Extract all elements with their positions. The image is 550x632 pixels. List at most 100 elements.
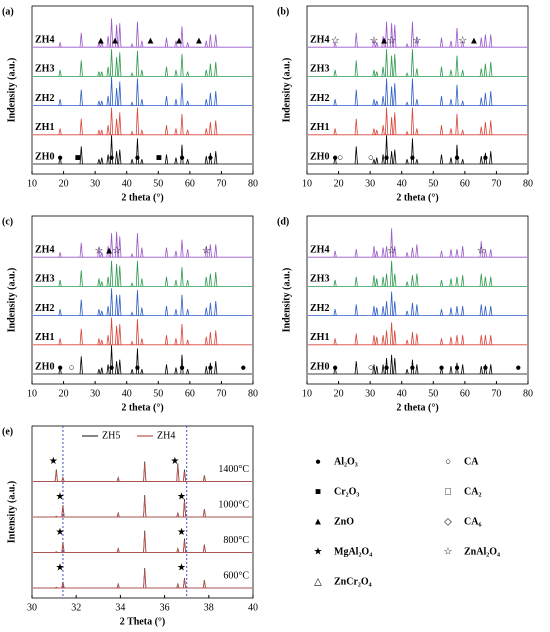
peak xyxy=(393,357,397,375)
phase-marker: ▲ xyxy=(174,35,184,46)
phase-marker: ○ xyxy=(337,152,343,163)
peak xyxy=(439,66,444,77)
peak xyxy=(381,154,385,165)
peak xyxy=(97,278,101,287)
peak xyxy=(106,125,110,135)
phase-marker: ○ xyxy=(68,362,74,373)
peak xyxy=(180,113,184,135)
peak xyxy=(405,72,409,77)
peak xyxy=(390,322,394,345)
peak xyxy=(439,367,444,375)
peak xyxy=(186,279,190,287)
peak xyxy=(483,335,487,345)
peak xyxy=(333,69,337,77)
peak xyxy=(58,252,62,258)
phase-marker: ★ xyxy=(55,527,64,538)
series-label: ZH2 xyxy=(310,303,329,314)
peak xyxy=(143,532,147,553)
peak xyxy=(202,509,206,518)
peak xyxy=(489,91,493,106)
peak xyxy=(410,331,415,345)
peak xyxy=(410,78,415,106)
peak xyxy=(461,335,465,345)
peak xyxy=(54,471,58,482)
peak xyxy=(174,309,178,316)
peak xyxy=(140,99,144,106)
peak xyxy=(449,365,453,375)
peak xyxy=(354,89,358,106)
peak xyxy=(100,100,104,106)
phase-marker: ☆ xyxy=(387,35,396,46)
y-axis-label: Indensity (a.u.) xyxy=(281,268,292,333)
panel-label: (d) xyxy=(277,216,289,227)
series-label: ZH0 xyxy=(310,151,329,162)
peak xyxy=(455,276,459,287)
phase-marker: ▲ xyxy=(469,35,479,46)
peak xyxy=(204,40,208,48)
phase-marker: ▲ xyxy=(110,35,120,46)
phase-marker: ● xyxy=(409,152,415,163)
peak xyxy=(208,244,212,258)
peak xyxy=(439,154,444,165)
peak xyxy=(174,367,178,375)
x-tick-label: 60 xyxy=(185,388,195,399)
peak xyxy=(393,330,397,345)
peak xyxy=(375,250,379,258)
peak xyxy=(375,129,379,135)
peak xyxy=(135,289,140,316)
peak xyxy=(455,335,459,345)
peak xyxy=(100,157,104,165)
phase-marker: ☆ xyxy=(202,245,211,256)
peak xyxy=(439,338,444,345)
peak xyxy=(164,364,169,375)
legend-phase: ZnCr₂O₄ xyxy=(334,576,372,587)
peak xyxy=(410,138,415,165)
peak xyxy=(109,260,114,287)
peak xyxy=(140,40,144,48)
y-axis-label: Indensity (a.u.) xyxy=(281,58,292,123)
peak xyxy=(204,276,208,287)
peak xyxy=(135,21,140,48)
peak xyxy=(384,49,389,77)
peak xyxy=(390,86,394,106)
peak xyxy=(449,278,453,287)
x-tick-label: 20 xyxy=(59,388,69,399)
peak xyxy=(204,155,208,165)
series-label: ZH3 xyxy=(310,64,329,75)
peak xyxy=(176,465,180,482)
x-axis-label: 2 theta (°) xyxy=(396,402,438,413)
phase-marker: ○ xyxy=(368,152,374,163)
peak xyxy=(202,580,206,589)
peak xyxy=(118,265,122,287)
peak xyxy=(381,66,385,77)
y-axis-label: Indensity (a.u.) xyxy=(6,58,17,123)
phase-marker: ● xyxy=(207,152,213,163)
peak xyxy=(100,281,104,287)
series-label: ZH1 xyxy=(35,122,54,133)
peak xyxy=(375,100,379,106)
peak xyxy=(58,99,62,106)
panel-label: (b) xyxy=(277,6,289,17)
peak xyxy=(130,369,134,375)
plot-frame xyxy=(31,5,254,175)
peak xyxy=(118,294,122,316)
peak xyxy=(455,144,459,165)
peak xyxy=(439,309,444,316)
peak xyxy=(118,149,122,165)
peak xyxy=(375,71,379,77)
peak xyxy=(461,100,465,106)
legend-phase: MgAl₂O₄ xyxy=(334,546,372,557)
peak xyxy=(204,99,208,106)
peak xyxy=(140,369,144,375)
peak xyxy=(54,515,58,518)
peak xyxy=(405,130,409,135)
plot-frame xyxy=(31,215,254,385)
x-tick-label: 50 xyxy=(153,388,163,399)
phase-marker: ★ xyxy=(55,562,64,573)
phase-marker: ● xyxy=(57,362,63,373)
phase-marker: ● xyxy=(179,362,185,373)
peak xyxy=(176,583,180,589)
peak xyxy=(130,130,134,135)
peak xyxy=(58,69,62,77)
